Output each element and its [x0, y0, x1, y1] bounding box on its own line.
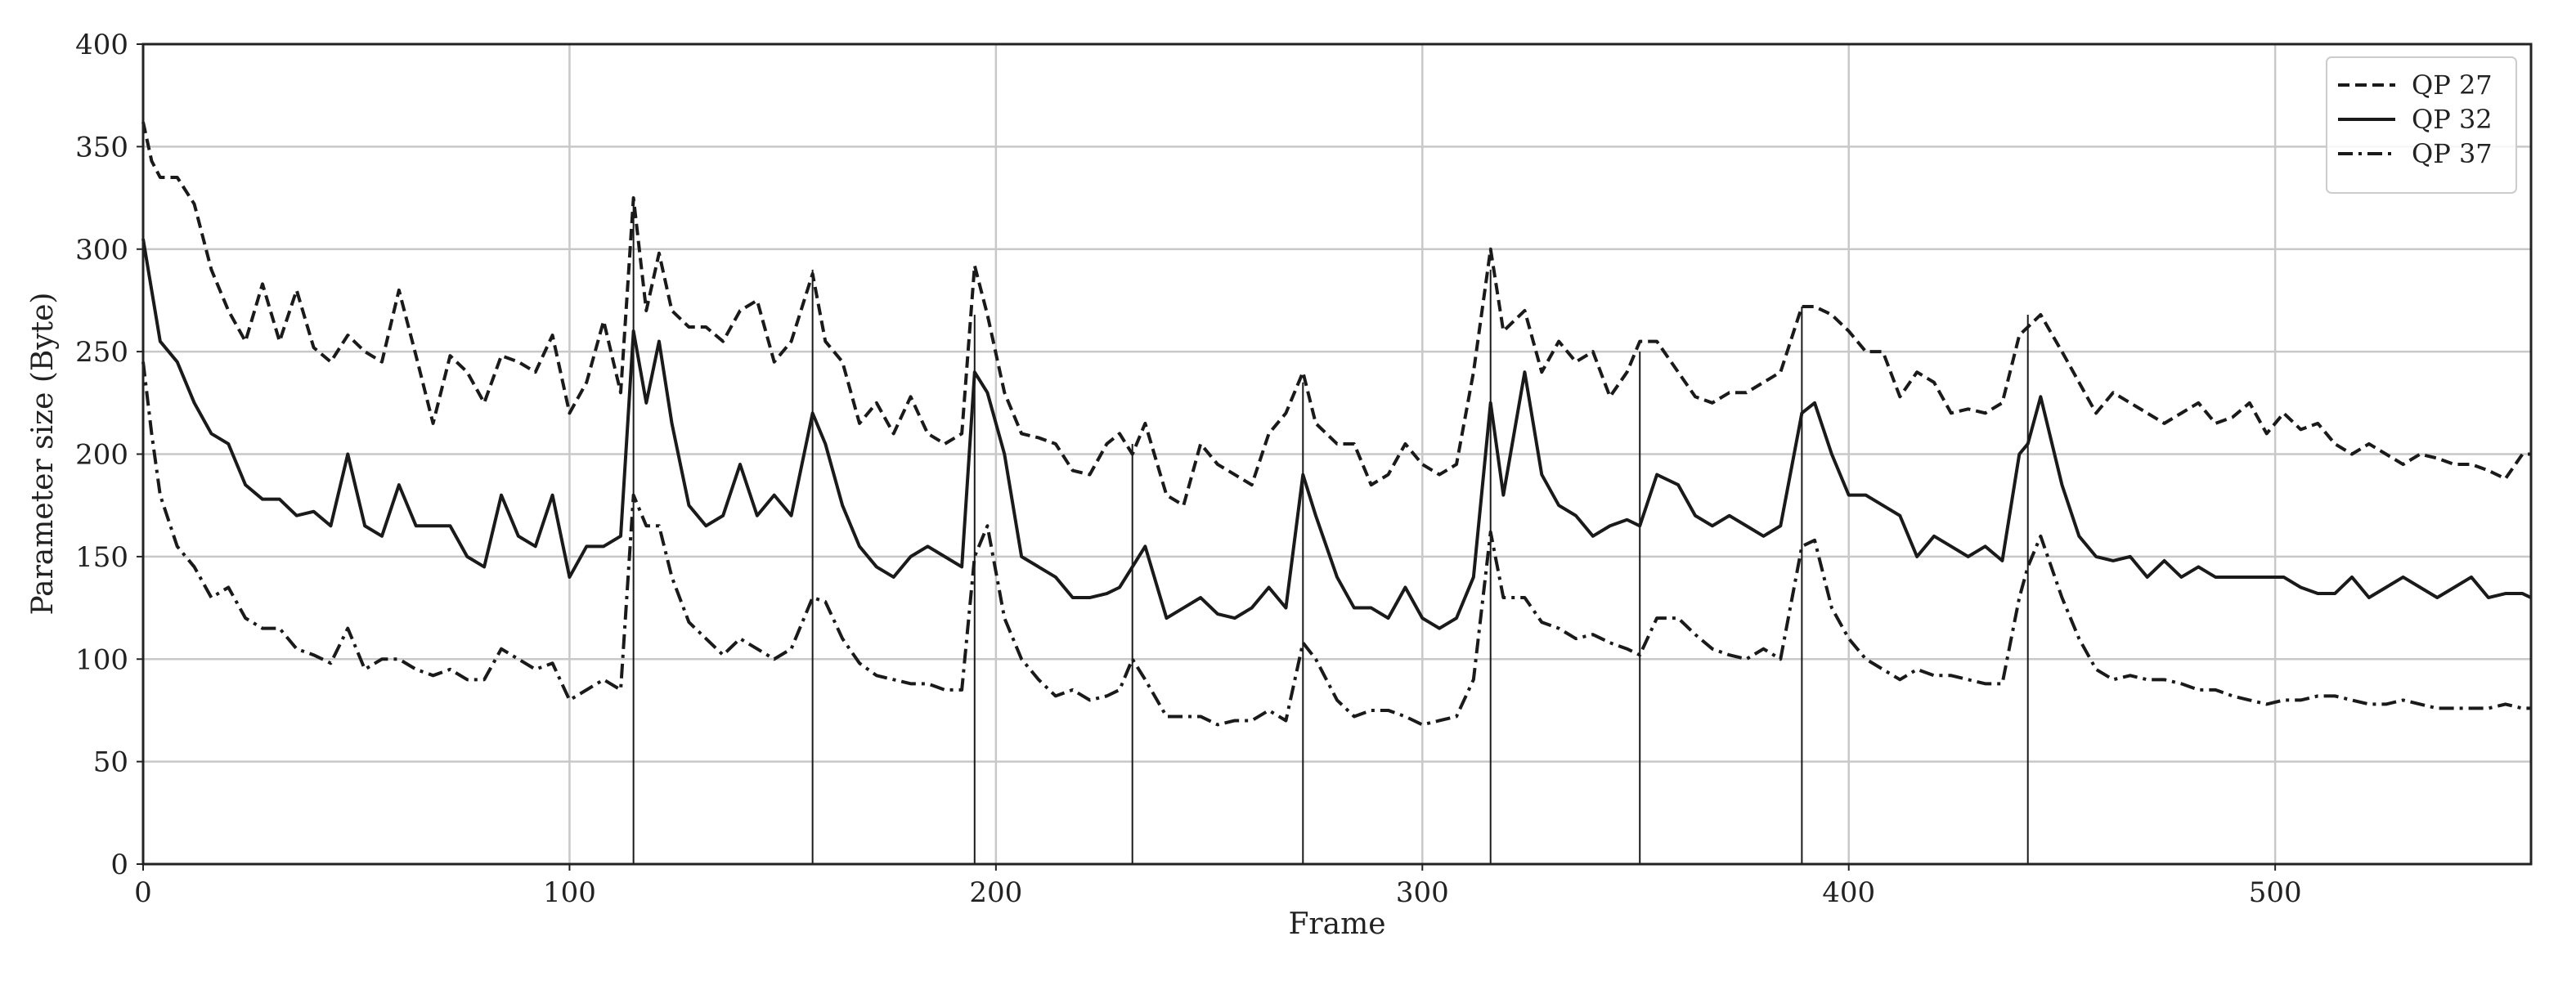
y-axis-label: Parameter size (Byte): [26, 293, 60, 616]
y-tick-label: 50: [93, 746, 128, 779]
y-tick-label: 150: [75, 541, 128, 574]
x-axis-label: Frame: [1288, 907, 1385, 941]
plot-frame: [141, 43, 2533, 866]
y-tick-label: 200: [75, 439, 128, 472]
y-tick-label: 300: [75, 234, 128, 267]
x-tick-label: 400: [1822, 876, 1875, 909]
x-tick-label: 200: [969, 876, 1022, 909]
legend-label: QP 32: [2412, 104, 2493, 135]
legend-label: QP 37: [2412, 138, 2493, 169]
series-line: [141, 121, 2531, 508]
y-tick-label: 100: [75, 643, 128, 676]
series-line: [141, 238, 2532, 630]
legend-box: [2326, 56, 2517, 194]
y-tick-label: 400: [75, 29, 128, 61]
y-tick-label: 250: [75, 336, 128, 369]
y-tick-label: 0: [110, 849, 128, 881]
x-tick-label: 100: [543, 876, 596, 909]
series-line: [141, 361, 2531, 727]
x-tick-label: 0: [134, 876, 152, 909]
legend-label: QP 27: [2412, 69, 2493, 101]
x-tick-label: 500: [2249, 876, 2302, 909]
x-tick-label: 300: [1396, 876, 1449, 909]
y-tick-label: 350: [75, 131, 128, 164]
